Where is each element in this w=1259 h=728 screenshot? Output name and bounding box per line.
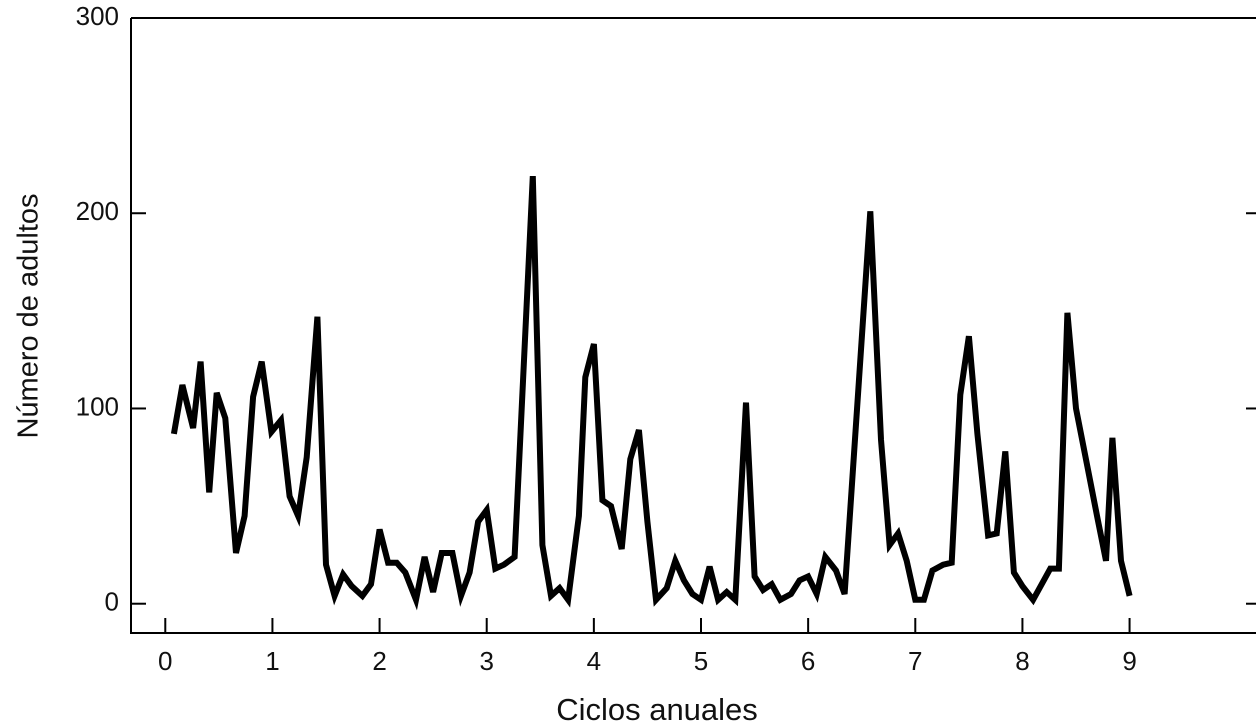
axes-frame xyxy=(130,17,1256,634)
y-tick-label: 100 xyxy=(76,391,119,421)
x-tick-label: 9 xyxy=(1122,646,1136,676)
x-tick-label: 6 xyxy=(801,646,815,676)
x-tick-label: 1 xyxy=(265,646,279,676)
y-tick-label: 200 xyxy=(76,196,119,226)
x-tick-label: 7 xyxy=(908,646,922,676)
y-axis-label: Número de adultos xyxy=(13,193,45,438)
y-tick-label: 0 xyxy=(105,587,119,617)
x-tick-label: 2 xyxy=(372,646,386,676)
x-tick-label: 4 xyxy=(587,646,601,676)
x-tick-label: 0 xyxy=(158,646,172,676)
data-line xyxy=(170,175,1133,611)
x-tick-label: 3 xyxy=(479,646,493,676)
y-tick-label: 300 xyxy=(76,1,119,31)
x-tick-label: 5 xyxy=(694,646,708,676)
x-tick-label: 8 xyxy=(1015,646,1029,676)
x-axis-label: Ciclos anuales xyxy=(556,692,758,727)
